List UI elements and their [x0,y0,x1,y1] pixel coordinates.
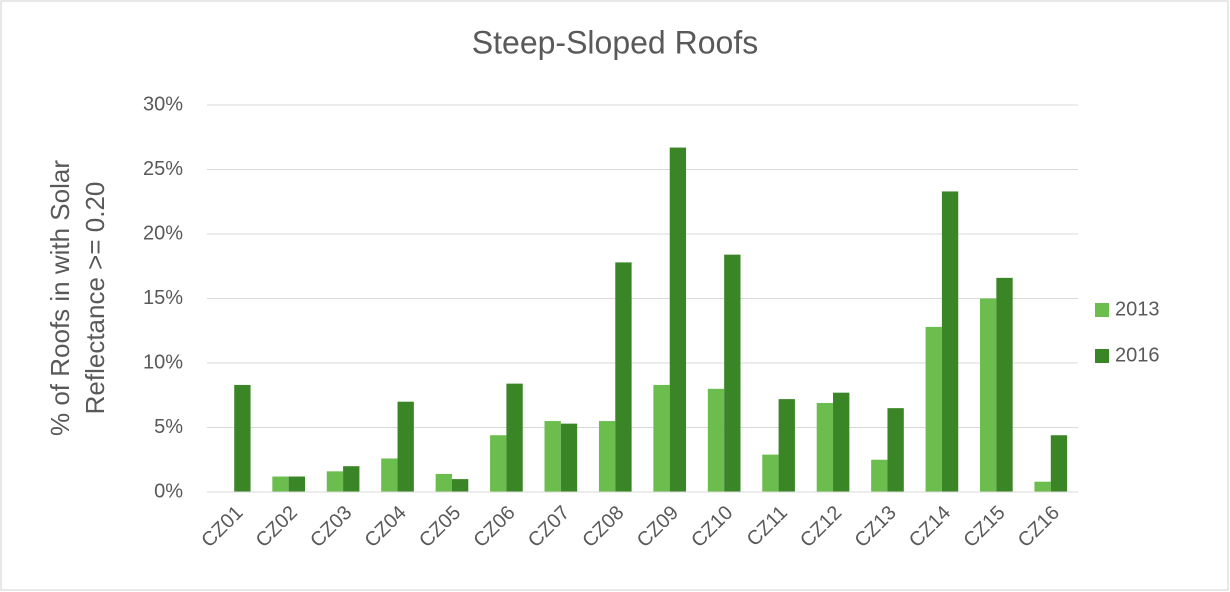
bar [816,402,834,492]
y-tick-label: 10% [143,351,183,373]
bar [653,384,670,492]
bar [326,471,344,492]
legend-swatch [1095,349,1109,363]
y-tick-label: 0% [154,480,183,502]
legend-swatch [1095,303,1109,317]
legend-label: 2016 [1115,344,1160,366]
y-axis-title: % of Roofs in with Solar [45,160,75,436]
bar [490,435,507,492]
bar [1034,481,1051,492]
bar [707,388,725,492]
bar [288,476,305,492]
y-tick-label: 30% [143,93,183,115]
bar [925,326,942,492]
y-tick-label: 25% [143,158,183,180]
bar [996,277,1013,492]
bar [762,454,779,492]
bar [980,298,997,492]
bar [343,466,360,492]
bar [669,147,687,492]
legend-label: 2013 [1115,298,1160,320]
bar [724,254,741,492]
y-tick-label: 5% [154,416,183,438]
bar [397,401,414,492]
bar [598,421,616,492]
bar [560,423,578,492]
bar [435,473,452,492]
bar [506,383,523,492]
chart-title: Steep-Sloped Roofs [472,24,758,60]
bar [451,479,469,492]
bar [234,384,251,492]
bar [544,421,561,492]
bar [1050,435,1068,492]
bar [833,392,850,492]
bar [871,459,888,492]
bar [941,191,959,492]
bar [381,458,398,492]
y-tick-label: 20% [143,222,183,244]
bar [615,262,632,492]
y-tick-label: 15% [143,287,183,309]
bar [887,408,904,492]
bar [778,399,795,492]
y-axis-title: Reflectance >= 0.20 [80,182,110,415]
bar [272,476,289,492]
